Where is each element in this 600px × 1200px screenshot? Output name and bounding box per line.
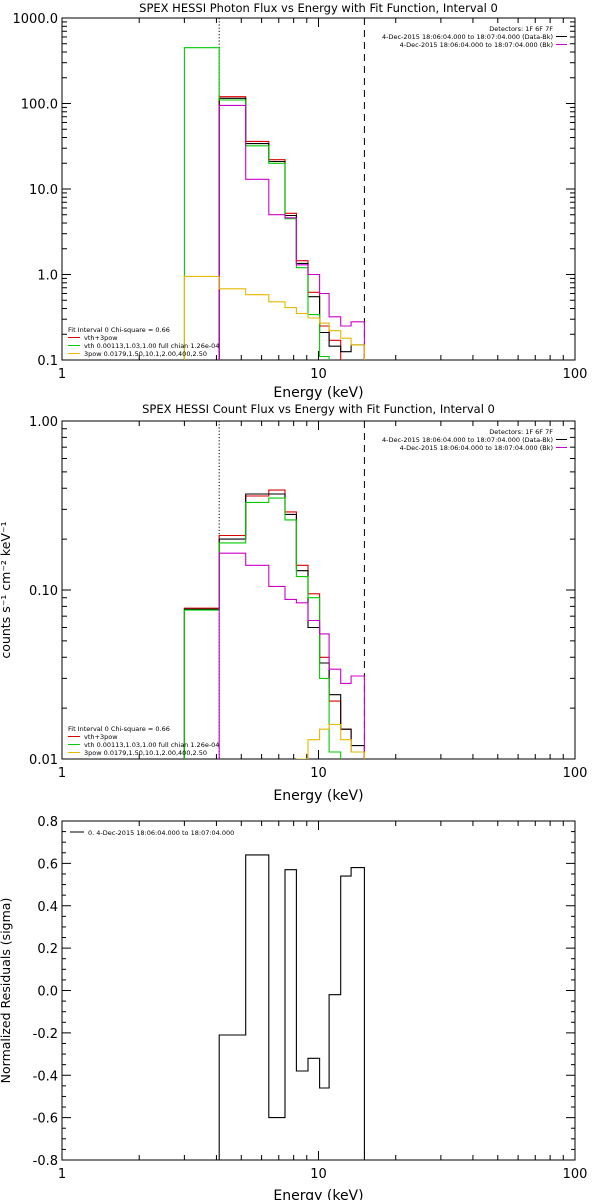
y-tick-label: -0.8: [33, 1154, 58, 1169]
legend-label: 4-Dec-2015 18:06:04.000 to 18:07:04.000 …: [400, 41, 553, 49]
legend-label: Detectors: 1F 6F 7F: [489, 428, 553, 436]
x-axis-label: Energy (keV): [273, 1188, 363, 1200]
chart-panel-1: 1 10 100 0.1 1.0 10.0 100.0 1000.0 SPEX HESSI Ph…: [13, 1, 588, 401]
y-tick-label: 0.4: [37, 900, 58, 915]
legend-label: 3pow 0.0179,1.50,10.1,2.00,400,2.50: [84, 749, 207, 757]
series-line-5: [183, 275, 365, 360]
series-line-2: [218, 97, 365, 360]
series-line-4: [218, 104, 365, 360]
y-tick-label: 0.2: [37, 942, 58, 957]
x-tick-label: 100: [563, 1167, 588, 1182]
y-tick-label: 1000.0: [13, 12, 59, 27]
y-tick-label: 1.0: [37, 269, 58, 284]
x-tick-label: 1: [58, 766, 66, 781]
series-line-1: [184, 854, 365, 1160]
y-tick-label: -0.2: [33, 1027, 58, 1042]
data-layer: [183, 47, 365, 360]
x-axis-label: Energy (keV): [273, 385, 363, 401]
plot-frame: [61, 420, 576, 760]
series-line-5: [296, 723, 365, 759]
y-tick-label: 10.0: [29, 183, 58, 198]
legend-label: vth 0.00113,1.03,1.00 full chian 1.26e-0…: [84, 741, 219, 749]
legend-label: 4-Dec-2015 18:06:04.000 to 18:07:04.000 …: [382, 33, 553, 41]
y-tick-label: 100.0: [21, 98, 58, 113]
chart-panel-2: 1 10 100 0.01 0.10 1.00 SPEX HESSI Count Flux …: [0, 402, 587, 804]
legend-label: vth+3pow: [84, 733, 118, 741]
plot-frame: [61, 820, 576, 1161]
series-line-4: [218, 552, 365, 759]
legend-label: Detectors: 1F 6F 7F: [489, 25, 553, 33]
legend-label: Fit Interval 0 Chi-square = 0.66: [68, 725, 170, 733]
x-tick-label: 100: [563, 766, 588, 781]
legend-label: 3pow 0.0179,1.50,10.1,2.00,400,2.50: [84, 350, 207, 358]
data-layer: [183, 489, 365, 759]
y-tick-label: -0.6: [33, 1112, 58, 1127]
y-tick-label: 0.01: [29, 753, 58, 768]
series-line-1: [218, 96, 342, 360]
x-axis-label: Energy (keV): [273, 788, 363, 804]
y-tick-label: 0.0: [37, 985, 58, 1000]
series-line-3: [183, 497, 342, 759]
data-layer: [184, 854, 365, 1160]
legend-label: 4-Dec-2015 18:06:04.000 to 18:07:04.000 …: [382, 436, 553, 444]
y-tick-label: 0.8: [37, 815, 58, 830]
legend-label: vth 0.00113,1.03,1.00 full chian 1.26e-0…: [84, 342, 219, 350]
x-tick-label: 10: [310, 1167, 327, 1182]
y-tick-label: 1.00: [29, 415, 58, 430]
chart-title: SPEX HESSI Count Flux vs Energy with Fit…: [142, 402, 495, 416]
x-tick-label: 1: [58, 1167, 66, 1182]
legend-label: Fit Interval 0 Chi-square = 0.66: [68, 326, 170, 334]
chart-title: SPEX HESSI Photon Flux vs Energy with Fi…: [139, 1, 498, 15]
chart-panel-3: 1 10 100 -0.8 -0.6 -0.4 -0.2 0.0 0.2 0.4 0.6 0.8 Ene…: [0, 815, 587, 1200]
y-axis-label: counts s⁻¹ cm⁻² keV⁻¹: [0, 521, 13, 658]
x-tick-label: 10: [310, 766, 327, 781]
legend-label: 0. 4-Dec-2015 18:06:04.000 to 18:07:04.0…: [88, 829, 234, 837]
plot-frame: [61, 17, 576, 361]
x-tick-label: 10: [310, 367, 327, 382]
y-tick-label: -0.4: [33, 1069, 58, 1084]
legend-label: vth+3pow: [84, 334, 118, 342]
series-line-1: [183, 489, 365, 759]
x-tick-label: 100: [563, 367, 588, 382]
y-axis-label: Normalized Residuals (sigma): [0, 898, 13, 1084]
x-tick-label: 1: [58, 367, 66, 382]
y-tick-label: 0.6: [37, 857, 58, 872]
series-line-2: [183, 493, 365, 759]
legend-label: 4-Dec-2015 18:06:04.000 to 18:07:04.000 …: [400, 444, 553, 452]
y-tick-label: 0.10: [29, 584, 58, 599]
y-tick-label: 0.1: [37, 354, 58, 369]
